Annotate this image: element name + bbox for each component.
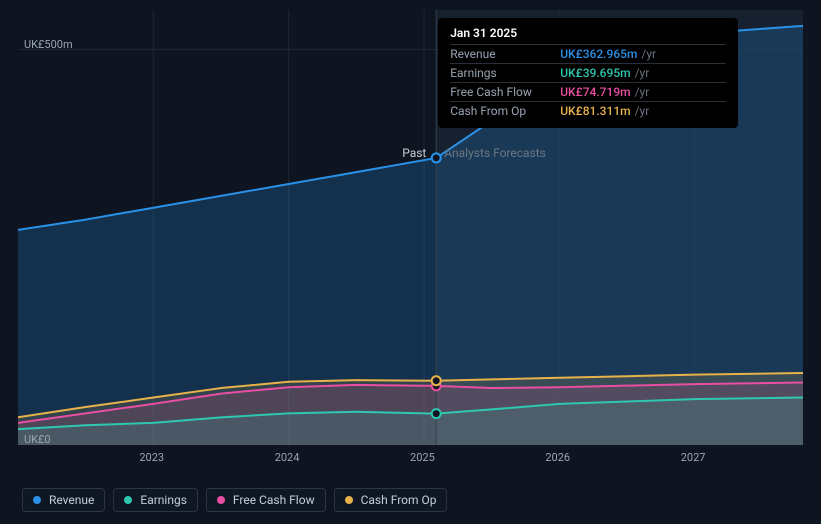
tooltip-row-unit: /yr xyxy=(635,104,650,118)
tooltip-row-label: Earnings xyxy=(450,66,560,80)
financials-chart: UK£0 UK£500m 2023 2024 2025 2026 2027 Past An… xyxy=(0,0,821,524)
tooltip-row-value: UK£39.695m xyxy=(560,66,630,80)
tooltip-row-unit: /yr xyxy=(641,47,656,61)
legend-item-label: Revenue xyxy=(49,493,94,507)
y-axis-tick-label: UK£0 xyxy=(24,433,51,446)
tooltip-row-label: Free Cash Flow xyxy=(450,85,560,99)
tooltip-row-value: UK£74.719m xyxy=(560,85,630,99)
legend-dot-icon xyxy=(217,496,225,504)
y-axis-tick-label: UK£500m xyxy=(24,38,73,51)
tooltip-date: Jan 31 2025 xyxy=(450,26,726,40)
past-zone-label: Past xyxy=(402,146,426,160)
x-axis-tick-label: 2023 xyxy=(139,451,164,464)
tooltip-row-value: UK£362.965m xyxy=(560,47,637,61)
tooltip-row-unit: /yr xyxy=(635,85,650,99)
legend: Revenue Earnings Free Cash Flow Cash From O… xyxy=(22,488,447,512)
legend-dot-icon xyxy=(124,496,132,504)
tooltip-row: RevenueUK£362.965m/yr xyxy=(450,44,726,63)
tooltip-row: Cash From OpUK£81.311m/yr xyxy=(450,101,726,120)
x-axis-tick-label: 2024 xyxy=(275,451,300,464)
hover-tooltip: Jan 31 2025 RevenueUK£362.965m/yrEarning… xyxy=(438,18,738,128)
legend-item-cfo[interactable]: Cash From Op xyxy=(334,488,448,512)
legend-item-label: Earnings xyxy=(140,493,187,507)
legend-dot-icon xyxy=(33,496,41,504)
tooltip-row-value: UK£81.311m xyxy=(560,104,630,118)
x-axis-tick-label: 2025 xyxy=(410,451,435,464)
legend-item-label: Free Cash Flow xyxy=(233,493,315,507)
legend-item-fcf[interactable]: Free Cash Flow xyxy=(206,488,326,512)
x-axis-tick-label: 2027 xyxy=(681,451,706,464)
legend-item-label: Cash From Op xyxy=(361,493,437,507)
tooltip-row-unit: /yr xyxy=(635,66,650,80)
tooltip-row-label: Revenue xyxy=(450,47,560,61)
legend-dot-icon xyxy=(345,496,353,504)
legend-item-revenue[interactable]: Revenue xyxy=(22,488,105,512)
x-axis-tick-label: 2026 xyxy=(545,451,570,464)
legend-item-earnings[interactable]: Earnings xyxy=(113,488,198,512)
tooltip-row: Free Cash FlowUK£74.719m/yr xyxy=(450,82,726,101)
tooltip-row-label: Cash From Op xyxy=(450,104,560,118)
tooltip-row: EarningsUK£39.695m/yr xyxy=(450,63,726,82)
forecast-zone-label: Analysts Forecasts xyxy=(444,146,546,160)
